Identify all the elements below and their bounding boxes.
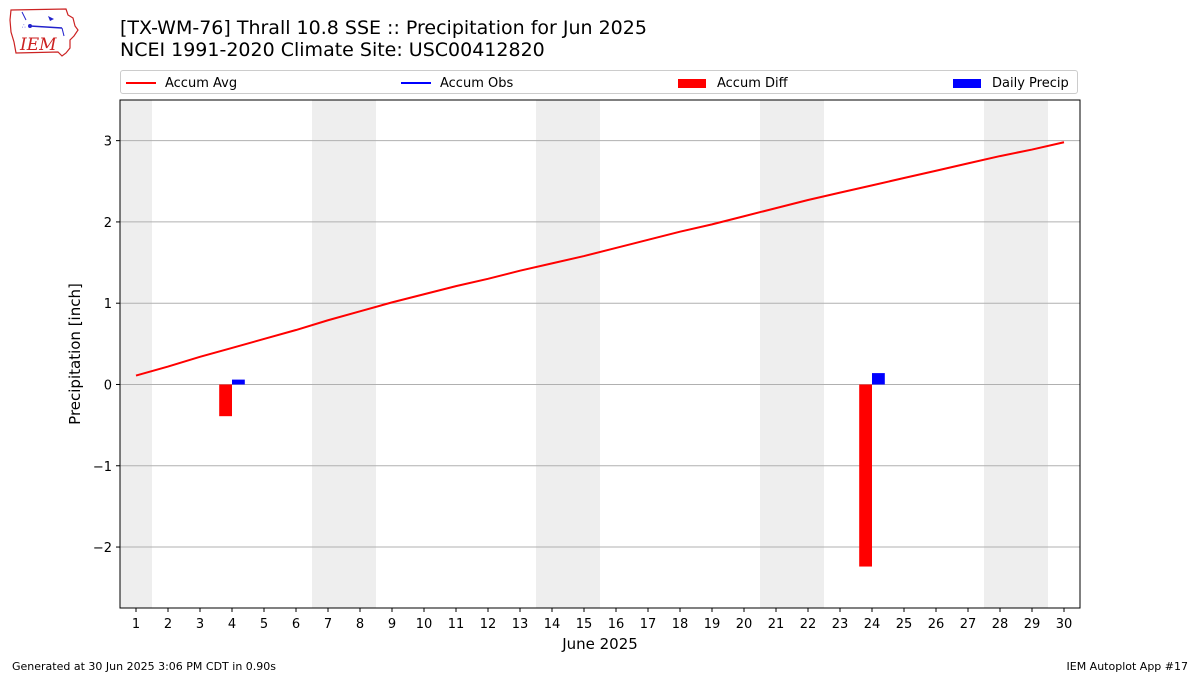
legend-label-accum-avg: Accum Avg [165,75,238,91]
iowa-state-outline-icon: ∴ IEM [9,8,79,57]
chart-legend: Accum Avg Accum Obs Accum Diff Daily Pre… [120,70,1078,94]
footer-app: IEM Autoplot App #17 [1066,660,1189,673]
bar-daily-precip [872,373,885,385]
x-tick-label: 7 [324,617,332,632]
y-tick-label: −2 [93,541,112,556]
y-tick-label: 1 [104,297,112,312]
x-tick-label: 3 [196,617,204,632]
y-tick-label: 2 [104,216,112,231]
legend-item-accum-obs: Accum Obs [401,74,513,92]
x-tick-label: 15 [576,617,593,632]
x-tick-label: 4 [228,617,236,632]
x-tick-label: 10 [416,617,433,632]
line-accum-avg [135,141,1065,377]
x-tick-label: 18 [672,617,689,632]
x-tick-label: 20 [736,617,753,632]
bar-accum-diff [219,384,232,417]
y-axis-label: Precipitation [inch] [66,283,84,425]
grid-lines [120,140,1080,548]
legend-label-accum-obs: Accum Obs [440,75,514,91]
x-tick-label: 11 [448,617,465,632]
x-tick-label: 26 [928,617,945,632]
x-tick-label: 13 [512,617,529,632]
plot-frame [119,99,1081,609]
x-tick-label: 2 [164,617,172,632]
line-series [135,141,1065,377]
legend-swatch-accum-diff [678,78,706,88]
x-tick-label: 27 [960,617,977,632]
y-tick-label: 3 [104,135,112,150]
x-tick-label: 30 [1056,617,1073,632]
x-axis-label: June 2025 [561,635,638,653]
logo-text: IEM [19,35,57,55]
x-tick-label: 19 [704,617,721,632]
legend-swatch-accum-obs [401,82,431,84]
x-tick-label: 17 [640,617,657,632]
x-tick-label: 9 [388,617,396,632]
legend-item-daily-precip: Daily Precip [953,74,1069,92]
y-tick-label: 0 [104,378,112,393]
x-tick-label: 23 [832,617,849,632]
x-tick-label: 6 [292,617,300,632]
x-tick-label: 5 [260,617,268,632]
weekend-band-2 [536,100,600,608]
footer-generated: Generated at 30 Jun 2025 3:06 PM CDT in … [12,660,277,673]
legend-label-accum-diff: Accum Diff [717,75,788,91]
weekend-band-3 [760,100,824,608]
legend-swatch-daily-precip [953,78,981,88]
bar-series [219,373,885,567]
x-tick-label: 12 [480,617,497,632]
x-tick-label: 1 [132,617,140,632]
x-tick-label: 25 [896,617,913,632]
x-tick-label: 22 [800,617,817,632]
svg-text:∴: ∴ [22,23,26,30]
x-tick-label: 14 [544,617,561,632]
bar-accum-diff [859,384,872,567]
legend-swatch-accum-avg [126,82,156,84]
legend-label-daily-precip: Daily Precip [992,75,1069,91]
x-tick-label: 24 [864,617,881,632]
x-tick-label: 16 [608,617,625,632]
x-tick-label: 21 [768,617,785,632]
weekend-band-0 [120,100,152,608]
weekend-band-4 [984,100,1048,608]
legend-item-accum-avg: Accum Avg [126,74,237,92]
y-tick-label: −1 [93,460,112,475]
weekend-shading [120,100,1048,608]
chart-title: [TX-WM-76] Thrall 10.8 SSE :: Precipitat… [120,17,647,61]
bar-daily-precip [232,379,245,385]
chart-title-line2: NCEI 1991-2020 Climate Site: USC00412820 [120,39,545,61]
x-tick-label: 8 [356,617,364,632]
x-tick-label: 28 [992,617,1009,632]
iem-logo: ∴ IEM [8,6,80,58]
weekend-band-1 [312,100,376,608]
x-tick-label: 29 [1024,617,1041,632]
legend-item-accum-diff: Accum Diff [678,74,788,92]
chart-title-line1: [TX-WM-76] Thrall 10.8 SSE :: Precipitat… [120,17,647,39]
